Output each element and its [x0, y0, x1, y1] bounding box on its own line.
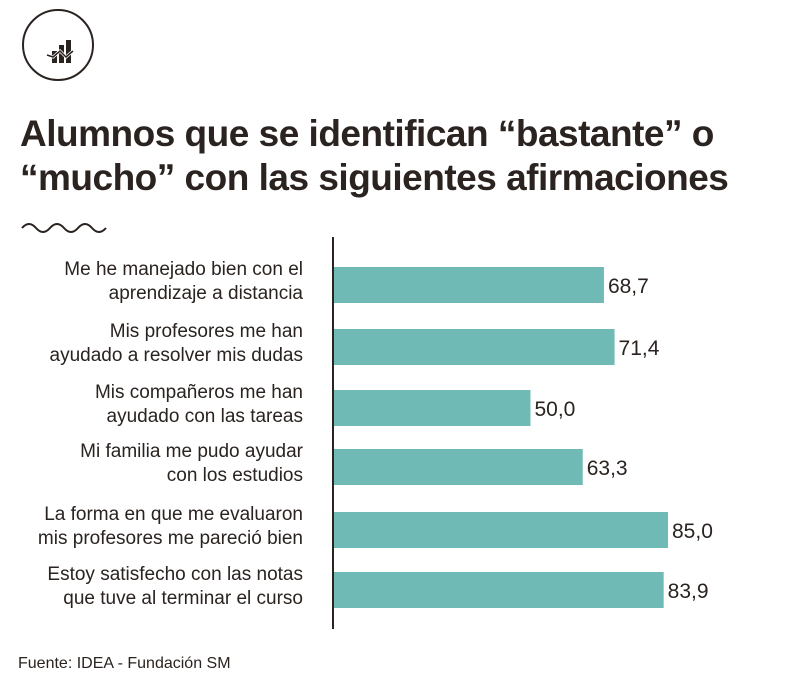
- bar: [334, 572, 664, 608]
- source-note: Fuente: IDEA - Fundación SM: [18, 655, 231, 672]
- category-label: ayudado a resolver mis dudas: [50, 345, 303, 366]
- category-label: con los estudios: [167, 465, 303, 486]
- category-label: Mis profesores me han: [110, 321, 303, 342]
- wave-divider: [21, 223, 107, 233]
- category-label: ayudado con las tareas: [107, 406, 303, 427]
- category-label: Mi familia me pudo ayudar: [80, 441, 303, 462]
- category-label: Estoy satisfecho con las notas: [47, 564, 303, 585]
- category-label: aprendizaje a distancia: [109, 283, 304, 304]
- bar: [334, 512, 668, 548]
- bar-value-label: 71,4: [619, 337, 660, 360]
- bar: [334, 267, 604, 303]
- bar-line-chart-icon: [46, 40, 74, 63]
- bar: [334, 329, 615, 365]
- bar-value-label: 85,0: [672, 520, 713, 543]
- category-label: mis profesores me pareció bien: [38, 528, 303, 549]
- bar: [334, 449, 583, 485]
- chart-title-line-1: Alumnos que se identifican “bastante” o: [20, 113, 714, 154]
- bar: [334, 390, 531, 426]
- category-label: Mis compañeros me han: [95, 382, 303, 403]
- category-label: La forma en que me evaluaron: [44, 504, 303, 525]
- category-label: Me he manejado bien con el: [64, 259, 303, 280]
- category-label: que tuve al terminar el curso: [63, 588, 303, 609]
- bar-value-label: 68,7: [608, 275, 649, 298]
- bar-value-label: 83,9: [668, 580, 709, 603]
- chart-title-line-2: “mucho” con las siguientes afirmaciones: [20, 157, 729, 198]
- bar-value-label: 63,3: [587, 457, 628, 480]
- chart-title: Alumnos que se identifican “bastante” o …: [20, 112, 790, 200]
- logo: [22, 9, 94, 81]
- bar-value-label: 50,0: [534, 398, 575, 421]
